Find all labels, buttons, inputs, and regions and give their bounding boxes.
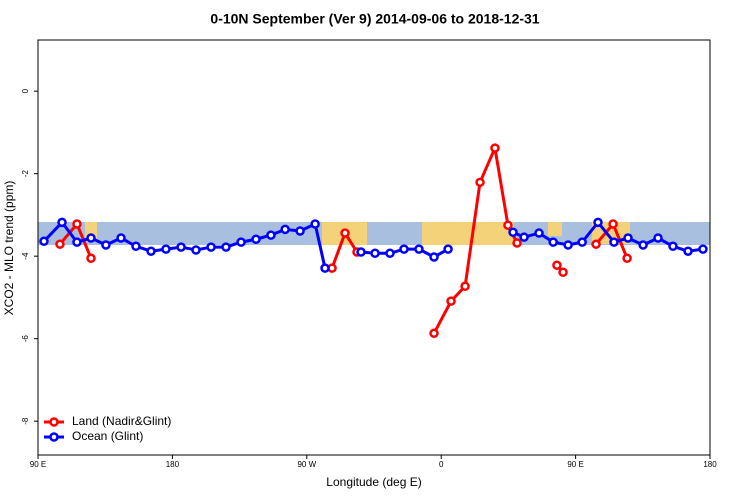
data-point	[591, 239, 601, 249]
x-tick-label: 0	[439, 460, 444, 469]
legend-label: Ocean (Glint)	[72, 429, 143, 443]
data-point	[429, 252, 439, 262]
y-axis-label: XCO2 - MLO trend (ppm)	[2, 181, 16, 316]
data-point	[512, 238, 522, 248]
data-point	[429, 328, 439, 339]
data-point	[320, 263, 330, 273]
data-point	[683, 246, 693, 256]
data-point	[72, 237, 82, 247]
data-point	[548, 237, 558, 247]
data-point	[414, 244, 424, 254]
data-point	[609, 237, 619, 247]
data-point	[638, 240, 648, 250]
data-point	[577, 237, 587, 247]
data-point	[563, 240, 573, 250]
legend-swatch	[49, 417, 59, 427]
data-point	[57, 217, 67, 228]
data-point	[534, 228, 544, 238]
data-point	[251, 234, 261, 244]
data-point	[508, 227, 518, 237]
chart-title: 0-10N September (Ver 9) 2014-09-06 to 20…	[210, 11, 539, 27]
data-point	[340, 228, 350, 238]
data-point	[86, 253, 96, 263]
data-point	[310, 219, 320, 229]
data-point	[623, 233, 633, 243]
x-tick-label: 90 E	[567, 460, 583, 469]
data-point	[490, 143, 500, 153]
data-point	[176, 242, 186, 252]
data-point	[131, 241, 141, 252]
data-point	[552, 260, 562, 270]
data-point	[608, 219, 618, 229]
data-point	[668, 241, 678, 252]
y-tick-label: -8	[21, 417, 30, 425]
data-point	[622, 253, 632, 263]
data-point	[146, 246, 156, 256]
data-point	[295, 226, 305, 236]
data-point	[161, 244, 171, 254]
data-point	[519, 232, 529, 242]
data-point	[116, 233, 126, 243]
data-point	[385, 248, 395, 259]
plot-frame	[37, 39, 711, 456]
legend-swatch	[49, 432, 59, 442]
y-tick-label: -2	[21, 170, 30, 178]
data-point	[191, 245, 201, 255]
y-tick-label: 0	[21, 88, 30, 93]
data-point	[503, 220, 513, 230]
data-point	[593, 217, 603, 228]
data-point	[266, 230, 276, 240]
data-point	[446, 296, 456, 306]
data-point	[72, 219, 82, 229]
data-point	[653, 233, 663, 243]
data-point	[101, 240, 111, 250]
x-tick-label: 90 W	[297, 460, 316, 469]
map-strip	[38, 222, 710, 245]
data-point	[460, 281, 470, 292]
data-point	[206, 242, 216, 252]
legend-label: Land (Nadir&Glint)	[72, 414, 171, 428]
data-point	[698, 244, 708, 254]
data-point	[236, 237, 246, 247]
data-point	[443, 244, 453, 254]
data-point	[399, 244, 409, 254]
data-point	[86, 233, 96, 243]
x-tick-label: 180	[166, 460, 180, 469]
data-point	[221, 242, 231, 252]
data-point	[356, 247, 366, 257]
y-tick-label: -6	[21, 335, 30, 343]
data-point	[370, 248, 380, 259]
data-point	[280, 224, 290, 235]
x-tick-label: 180	[703, 460, 717, 469]
data-point	[55, 239, 65, 249]
data-point	[475, 177, 485, 188]
data-point	[558, 267, 568, 278]
x-axis-label: Longitude (deg E)	[326, 475, 421, 489]
x-tick-label: 90 E	[30, 460, 46, 469]
data-point	[39, 236, 49, 247]
y-tick-label: -4	[21, 252, 30, 260]
